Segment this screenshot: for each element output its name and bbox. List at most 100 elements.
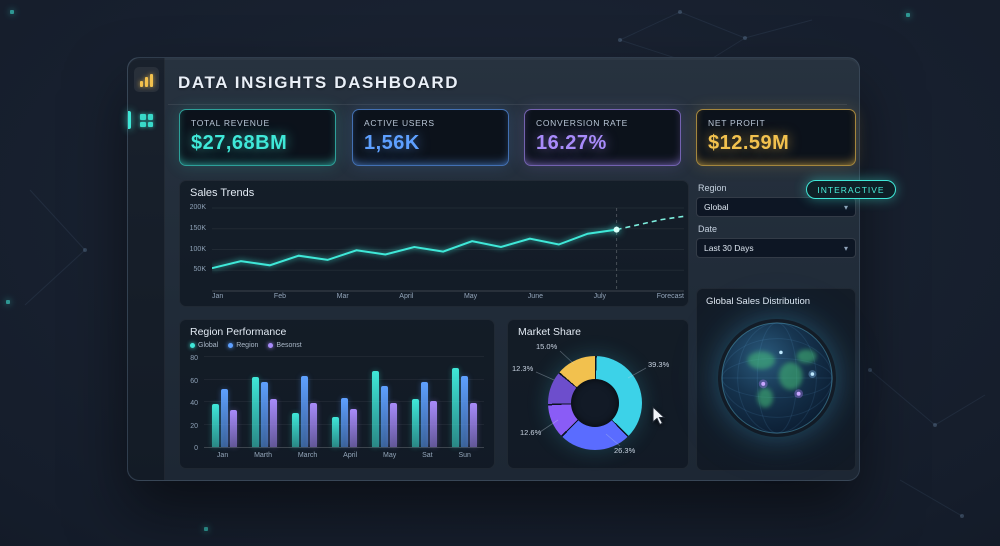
region-filter-label: Region	[698, 183, 727, 193]
sales-trends-chart[interactable]: Sales Trends 200K 150K 100K 50K Jan Feb Mar Ap…	[179, 180, 689, 307]
bar-plot-area[interactable]	[204, 356, 484, 448]
y-axis-tick: 50K	[193, 266, 206, 274]
donut-slice-label: 39.3%	[648, 360, 670, 369]
globe-icon	[721, 322, 833, 434]
y-axis-tick: 20	[190, 422, 198, 430]
x-axis: Jan Marth March April May Sat Sun	[204, 452, 484, 459]
x-axis-label: Sun	[458, 452, 471, 459]
bar[interactable]	[469, 403, 477, 447]
interactive-badge[interactable]: INTERACTIVE	[806, 180, 896, 199]
legend-item: Region	[228, 342, 258, 349]
page-title: DATA INSIGHTS DASHBOARD	[178, 73, 460, 92]
legend-item: Global	[190, 342, 218, 349]
y-axis-tick: 150K	[189, 224, 206, 232]
x-axis-label: Mar	[336, 293, 349, 300]
bar[interactable]	[260, 381, 268, 447]
kpi-card: NET PROFIT $12.59M	[696, 109, 856, 166]
bar[interactable]	[300, 376, 308, 447]
bar-group[interactable]	[251, 377, 277, 447]
bar[interactable]	[331, 416, 339, 447]
chart-title: Sales Trends	[190, 187, 255, 199]
bar[interactable]	[229, 409, 237, 447]
bar[interactable]	[460, 376, 468, 447]
legend-dot	[228, 343, 234, 348]
bar-group[interactable]	[371, 370, 397, 447]
x-axis-label: July	[593, 293, 607, 300]
bar[interactable]	[211, 404, 219, 447]
y-axis-tick: 80	[190, 355, 198, 362]
bar[interactable]	[269, 398, 277, 447]
mouse-cursor	[652, 406, 666, 426]
dashboard-grid-icon[interactable]	[137, 111, 156, 130]
sidebar	[128, 58, 165, 480]
x-axis-label: April	[343, 452, 358, 459]
x-axis-label: Sat	[422, 452, 433, 459]
line-chart[interactable]	[212, 203, 684, 299]
bar[interactable]	[220, 388, 228, 447]
chevron-down-icon: ▾	[843, 202, 848, 212]
bar-group[interactable]	[291, 376, 317, 447]
legend-dot	[190, 343, 195, 348]
y-axis-tick: 40	[190, 400, 198, 407]
bar[interactable]	[291, 413, 299, 447]
kpi-label: CONVERSION RATE	[536, 118, 629, 128]
x-axis: Jan Feb Mar April May June July Forecast	[212, 293, 684, 300]
kpi-card: TOTAL REVENUE $27,68BM	[179, 109, 336, 166]
x-axis-label: March	[297, 452, 318, 459]
data-point-marker	[613, 226, 620, 233]
bar[interactable]	[451, 368, 459, 447]
date-dropdown[interactable]: Last 30 Days ▾	[696, 238, 856, 258]
donut-slice-label: 15.0%	[536, 342, 558, 351]
forecast-line	[616, 215, 684, 231]
bar-group[interactable]	[211, 388, 237, 447]
globe-visualization[interactable]	[718, 319, 836, 437]
chevron-down-icon: ▾	[843, 243, 848, 253]
y-axis-tick: 200K	[189, 204, 206, 211]
x-axis-label: May	[383, 452, 397, 459]
bar[interactable]	[380, 386, 388, 447]
dashboard-window: DATA INSIGHTS DASHBOARD TOTAL REVENUE $2…	[127, 57, 860, 481]
bar[interactable]	[371, 370, 379, 447]
bar[interactable]	[340, 397, 348, 447]
bar-group[interactable]	[451, 368, 477, 447]
panel-title: Global Sales Distribution	[706, 296, 811, 307]
kpi-label: TOTAL REVENUE	[191, 118, 270, 128]
bar[interactable]	[309, 403, 317, 447]
y-axis-tick: 0	[194, 445, 198, 452]
accent-dot	[204, 527, 208, 531]
bar-group[interactable]	[331, 397, 357, 447]
bar-chart-logo-icon	[134, 67, 159, 92]
global-distribution-panel: Global Sales Distribution	[696, 288, 856, 471]
kpi-label: ACTIVE USERS	[364, 118, 435, 128]
region-performance-chart[interactable]: Region Performance Global Region Besonst 0…	[179, 319, 495, 469]
kpi-value: 16.27%	[536, 132, 607, 154]
kpi-value: $27,68BM	[191, 132, 288, 154]
date-filter-label: Date	[698, 224, 718, 234]
donut-chart[interactable]	[548, 356, 642, 450]
sidebar-active-indicator	[128, 111, 131, 129]
accent-dot	[906, 13, 910, 17]
bar[interactable]	[420, 381, 428, 447]
bar-group[interactable]	[411, 381, 437, 447]
kpi-card: ACTIVE USERS 1,56K	[352, 109, 509, 166]
y-axis: 0 20 40 60 80	[180, 355, 200, 452]
chart-legend: Global Region Besonst	[190, 342, 302, 349]
region-dropdown[interactable]: Global ▾	[696, 197, 856, 217]
accent-dot	[6, 300, 10, 304]
x-axis-label: April	[399, 293, 414, 300]
legend-dot	[268, 343, 274, 348]
bar[interactable]	[349, 408, 357, 447]
bar[interactable]	[411, 398, 419, 447]
donut-slice-label: 12.6%	[520, 428, 542, 437]
kpi-value: 1,56K	[364, 132, 420, 154]
bar[interactable]	[429, 400, 437, 447]
bar[interactable]	[251, 377, 259, 447]
chart-title: Region Performance	[190, 326, 287, 338]
x-axis-label: Marth	[254, 452, 272, 459]
donut-slice-label: 12.3%	[512, 364, 534, 373]
sales-line	[212, 228, 617, 270]
bar[interactable]	[389, 403, 397, 447]
accent-dot	[10, 10, 14, 14]
market-share-chart[interactable]: Market Share 15.0% 39.3% 26.3% 12.6% 12.3%	[507, 319, 689, 469]
